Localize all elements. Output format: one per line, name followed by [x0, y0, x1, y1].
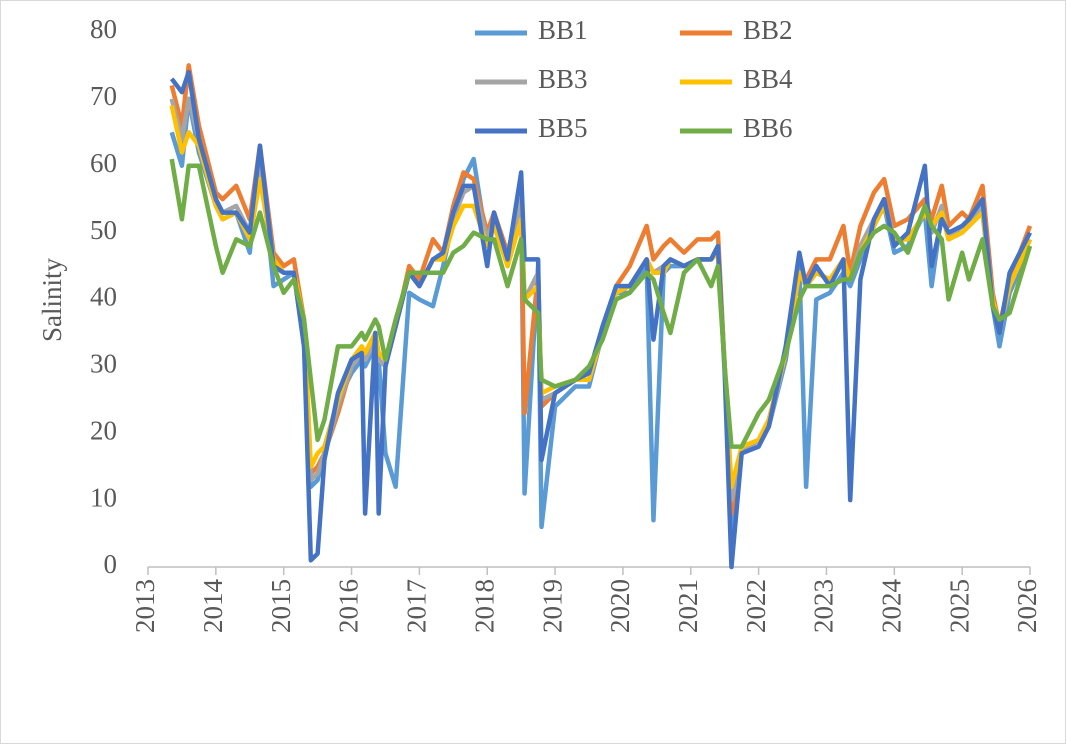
x-tick-label: 2017: [402, 579, 432, 633]
series-line: [169, 69, 1033, 570]
legend-label: BB5: [538, 113, 588, 143]
y-tick-label: 30: [90, 349, 117, 379]
x-tick-label: 2013: [130, 579, 160, 633]
legend-label: BB2: [743, 15, 793, 45]
legend-label: BB3: [538, 64, 588, 94]
y-tick-label: 60: [90, 148, 117, 178]
y-axis-label: Salinity: [37, 258, 67, 343]
x-tick-label: 2025: [944, 579, 974, 633]
series-line: [169, 105, 1033, 489]
y-tick-label: 20: [90, 415, 117, 445]
y-tick-label: 0: [104, 549, 118, 579]
x-tick-label: 2019: [537, 579, 567, 633]
y-tick-label: 50: [90, 215, 117, 245]
x-tick-label: 2021: [673, 579, 703, 633]
y-tick-label: 10: [90, 482, 117, 512]
x-tick-label: 2022: [741, 579, 771, 633]
x-tick-label: 2026: [1012, 579, 1042, 633]
y-tick-label: 80: [90, 14, 117, 44]
legend-label: BB6: [743, 113, 793, 143]
y-tick-label: 70: [90, 81, 117, 111]
x-tick-label: 2018: [469, 579, 499, 633]
x-tick-label: 2014: [198, 579, 228, 634]
x-tick-label: 2023: [809, 579, 839, 633]
series-line: [169, 158, 1033, 449]
x-tick-label: 2020: [605, 579, 635, 633]
y-tick-label: 40: [90, 282, 117, 312]
x-tick-label: 2015: [266, 579, 296, 633]
legend-label: BB1: [538, 15, 588, 45]
x-tick-label: 2024: [877, 579, 907, 634]
x-tick-label: 2016: [334, 579, 364, 633]
legend-label: BB4: [743, 64, 793, 94]
